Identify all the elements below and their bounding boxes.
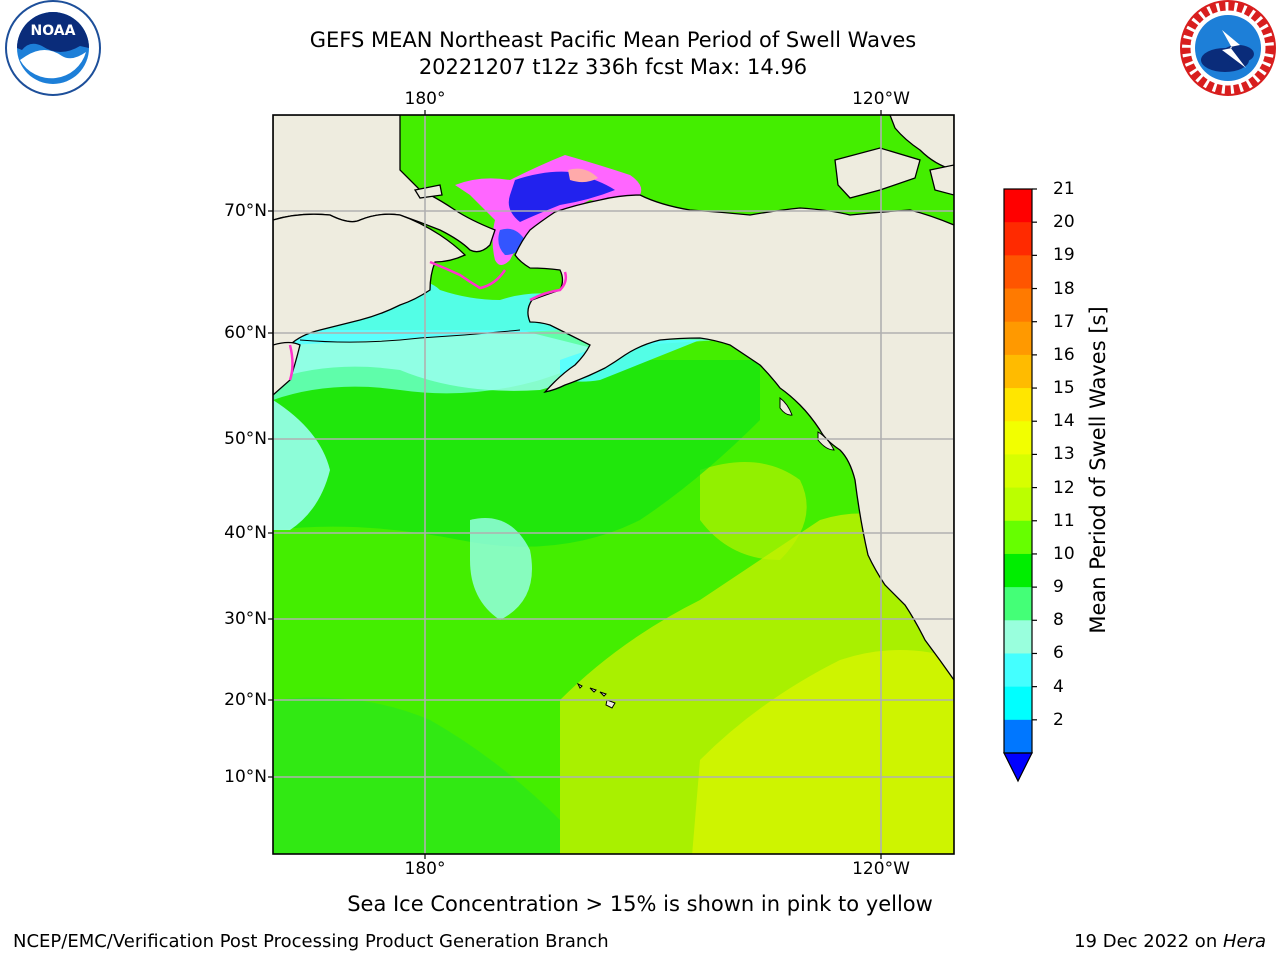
- lon-label-bottom-180: 180°: [404, 859, 446, 879]
- chukotka-kamchatka-land: [273, 213, 467, 346]
- colorbar-extend-arrow: [1003, 752, 1033, 783]
- lat-label-70n: 70°N: [224, 201, 267, 221]
- colorbar-tick-label: 12: [1053, 477, 1075, 498]
- colorbar-cell: [1004, 587, 1032, 621]
- colorbar-cell: [1004, 520, 1032, 555]
- colorbar-cell: [1004, 388, 1032, 422]
- lat-label-40n: 40°N: [224, 523, 267, 543]
- colorbar-tick-label: 17: [1053, 311, 1075, 332]
- ice-edge-alaska: [529, 271, 568, 302]
- colorbar-cell: [1004, 454, 1032, 489]
- period-13-14-region: [692, 650, 954, 854]
- lon-label-top-180: 180°: [404, 89, 446, 109]
- lon-label-top-120w: 120°W: [852, 89, 910, 109]
- period-8-north: [273, 330, 600, 391]
- map-frame: [272, 114, 955, 855]
- period-8-west: [273, 400, 330, 530]
- lat-label-50n: 50°N: [224, 429, 267, 449]
- colorbar-tick-label: 21: [1053, 179, 1075, 199]
- colorbar-tick-label: 15: [1053, 378, 1075, 399]
- lon-label-bottom-120w: 120°W: [852, 859, 910, 879]
- chart-subtitle: 20221207 t12z 336h fcst Max: 14.96: [418, 55, 808, 79]
- colorbar-tick-label: 16: [1053, 344, 1075, 365]
- colorbar-tick-label: 8: [1053, 610, 1064, 631]
- colorbar-cell: [1004, 421, 1032, 455]
- hawaii-islands: [576, 682, 616, 709]
- noaa-logo-text: NOAA: [31, 23, 76, 39]
- colorbar-tick-label: 19: [1053, 245, 1075, 266]
- arctic-island-1: [834, 147, 921, 199]
- lat-label-10n: 10°N: [224, 767, 267, 787]
- footer-credit: NCEP/EMC/Verification Post Processing Pr…: [13, 931, 609, 952]
- colorbar-tick-label: 9: [1053, 577, 1064, 598]
- colorbar-tick-label: 14: [1053, 411, 1075, 432]
- lat-label-60n: 60°N: [224, 323, 267, 343]
- colorbar-cell: [1004, 354, 1032, 389]
- footer-date-text: 19 Dec 2022 on: [1074, 931, 1223, 952]
- colorbar-cell: [1004, 686, 1032, 721]
- sea-ice-note-text: Sea Ice Concentration > 15% is shown in …: [347, 892, 933, 916]
- colorbar-cell: [1004, 288, 1032, 323]
- colorbar-cell: [1004, 653, 1032, 688]
- colorbar-cell: [1004, 620, 1032, 654]
- nws-logo: [1180, 0, 1276, 96]
- colorbar-cell: [1004, 321, 1032, 356]
- chart-title: GEFS MEAN Northeast Pacific Mean Period …: [309, 28, 917, 52]
- lat-label-30n: 30°N: [224, 609, 267, 629]
- colorbar-tick-label: 18: [1053, 278, 1075, 299]
- lat-label-20n: 20°N: [224, 690, 267, 710]
- colorbar-title: Mean Period of Swell Waves [s]: [1086, 306, 1110, 634]
- colorbar-tick-label: 20: [1053, 212, 1075, 233]
- colorbar-tick-label: 13: [1053, 444, 1075, 465]
- ice-edge-bering: [429, 260, 507, 290]
- sea-ice-note: Sea Ice Concentration > 15% is shown in …: [0, 891, 1280, 917]
- ice-patch: [568, 168, 598, 183]
- colorbar-cell: [1004, 255, 1032, 290]
- colorbar-frame: [1003, 188, 1033, 754]
- colorbar-tick-label: 11: [1053, 510, 1075, 531]
- colorbar-tick-label: 2: [1053, 709, 1064, 730]
- period-10-11-region: [273, 360, 760, 547]
- period-8-central: [470, 518, 532, 620]
- wrangel-island: [413, 184, 443, 199]
- colorbar-cell: [1004, 553, 1032, 588]
- colorbar-cell: [1004, 719, 1032, 754]
- colorbar-tick-label: 10: [1053, 543, 1075, 564]
- footer-host: Hera: [1222, 931, 1266, 952]
- period-11-south-region: [273, 697, 560, 854]
- colorbar: [1003, 188, 1037, 783]
- arctic-island-3: [929, 164, 954, 196]
- colorbar-cell: [1004, 487, 1032, 522]
- map-plot: [273, 115, 954, 854]
- colorbar-tick-label: 4: [1053, 676, 1064, 697]
- arctic-low-period: [508, 171, 615, 222]
- footer-date: 19 Dec 2022 on Hera: [1074, 931, 1266, 953]
- period-12-patch: [700, 462, 807, 560]
- ice-edge-kamchatka: [288, 344, 294, 381]
- colorbar-tick-label: 6: [1053, 643, 1064, 664]
- vancouver-island: [817, 431, 835, 451]
- haida-gwaii: [779, 396, 793, 416]
- colorbar-cell: [1004, 189, 1032, 223]
- noaa-logo: NOAA: [5, 0, 101, 96]
- graticule: [273, 115, 954, 854]
- map-ticks: [268, 110, 882, 859]
- colorbar-cell: [1004, 222, 1032, 256]
